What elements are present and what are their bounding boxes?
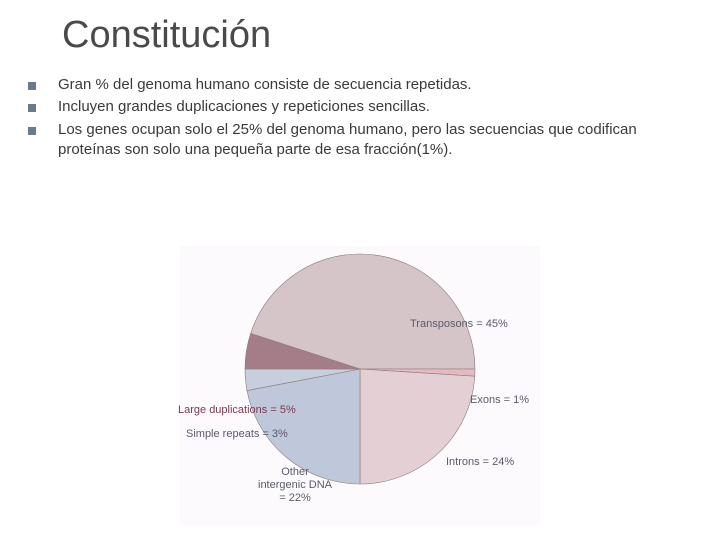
pie-label-text: intergenic DNA (258, 479, 332, 491)
pie-label-text: Other (281, 466, 309, 478)
list-item: Incluyen grandes duplicaciones y repetic… (28, 97, 690, 117)
bullet-list: Gran % del genoma humano consiste de sec… (0, 57, 720, 160)
bullet-text: Gran % del genoma humano consiste de sec… (58, 75, 472, 95)
pie-label-other: Other intergenic DNA = 22% (258, 466, 332, 506)
list-item: Los genes ocupan solo el 25% del genoma … (28, 120, 690, 161)
pie-label-text: = 22% (279, 492, 311, 504)
list-item: Gran % del genoma humano consiste de sec… (28, 75, 690, 95)
pie-label-transposons: Transposons = 45% (410, 318, 508, 330)
bullet-icon (28, 104, 36, 112)
slide-title: Constitución (0, 0, 720, 57)
pie-label-duplications: Large duplications = 5% (178, 404, 296, 416)
pie-chart: Transposons = 45% Exons = 1% Introns = 2… (180, 246, 540, 526)
pie-label-simple: Simple repeats = 3% (186, 428, 288, 440)
pie-label-introns: Introns = 24% (446, 456, 514, 468)
pie-graphic (243, 252, 477, 486)
bullet-text: Incluyen grandes duplicaciones y repetic… (58, 97, 430, 117)
bullet-text: Los genes ocupan solo el 25% del genoma … (58, 120, 690, 161)
pie-label-exons: Exons = 1% (470, 394, 529, 406)
bullet-icon (28, 127, 36, 135)
bullet-icon (28, 82, 36, 90)
